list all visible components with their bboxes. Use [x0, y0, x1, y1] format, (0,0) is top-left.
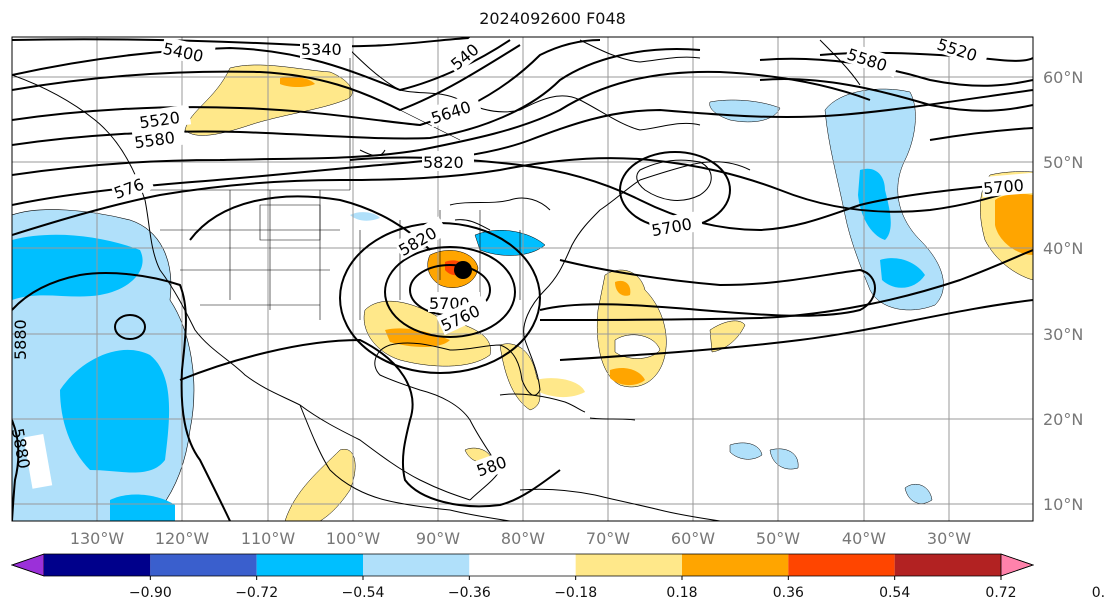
contour-label: 5340 — [301, 40, 342, 59]
contour-5880-gulf — [179, 338, 561, 508]
contour-5340 — [12, 37, 471, 48]
contour-5700 — [12, 89, 1033, 206]
mexico-coast — [299, 404, 451, 511]
lat-label: 30°N — [1043, 325, 1083, 344]
lon-label: 50°W — [756, 529, 800, 548]
colorbar-tick-label: −0.72 — [235, 585, 278, 601]
lon-label: 40°W — [842, 529, 886, 548]
lat-label: 40°N — [1043, 239, 1083, 258]
contour-5640 — [12, 70, 871, 176]
contour-5820-south — [189, 195, 431, 251]
lon-label: 110°W — [241, 529, 296, 548]
contour-atlantic-ridge — [539, 259, 876, 317]
lon-label: 100°W — [326, 529, 381, 548]
contour-label-group: 5400 5340 540 5520 5580 5640 5580 5520 5… — [8, 37, 1033, 489]
storm-low-mid — [384, 246, 516, 338]
positive-anomaly-atlantic — [596, 269, 667, 388]
map-frame — [11, 36, 1034, 522]
lon-label: 130°W — [70, 529, 125, 548]
lon-label: 60°W — [671, 529, 715, 548]
colorbar-ticks: −0.90 −0.72 −0.54 −0.36 −0.18 0.18 0.36 0.54 0.7… — [129, 576, 1105, 601]
small-closed-contour — [114, 314, 146, 340]
longitude-labels: 130°W 120°W 110°W 100°W 90°W 80°W 70°W 6… — [70, 529, 971, 548]
negative-anomaly-west-core — [12, 234, 143, 300]
colorbar-tick-label: −0.54 — [342, 585, 385, 601]
contour-label: 5880 — [11, 319, 30, 360]
lon-label: 80°W — [501, 529, 545, 548]
lon-label: 120°W — [155, 529, 210, 548]
lon-label: 30°W — [927, 529, 971, 548]
contour-5580-east — [759, 57, 1033, 87]
lat-label: 60°N — [1043, 68, 1083, 87]
west-coast — [12, 74, 471, 501]
contour-5520 — [12, 39, 601, 127]
contour-label: 5880 — [8, 427, 34, 470]
storm-center-marker — [454, 261, 472, 279]
lat-label: 10°N — [1043, 495, 1083, 514]
lat-label: 50°N — [1043, 153, 1083, 172]
contour-label: 5700 — [982, 176, 1024, 198]
latitude-labels: 60°N 50°N 40°N 30°N 20°N 10°N — [1043, 68, 1083, 514]
lon-label: 90°W — [416, 529, 460, 548]
contour-label: 5820 — [423, 153, 464, 172]
contour-atlantic-south — [539, 249, 1033, 321]
contour-5460 — [12, 44, 521, 112]
colorbar-tick-label: −0.36 — [448, 585, 491, 601]
contour-5760 — [12, 157, 1033, 236]
colorbar-tick-label: 0.36 — [773, 585, 804, 601]
central-america — [449, 509, 511, 521]
contour-atlantic-far — [559, 299, 1033, 361]
state-borders — [150, 40, 521, 320]
colorbar-tick-label: 0.18 — [666, 585, 697, 601]
lon-label: 70°W — [586, 529, 630, 548]
newfoundland — [636, 159, 712, 201]
gulf-coast — [374, 339, 541, 501]
colorbar-tick-label: 0.90 — [1092, 585, 1105, 601]
cuba — [499, 393, 586, 413]
graticule — [12, 37, 1033, 521]
negative-anomaly-mexico-core — [60, 349, 170, 473]
contour-5880-west — [12, 272, 231, 521]
colorbar-tick-label: 0.72 — [985, 585, 1016, 601]
map-title: 2024092600 F048 — [479, 9, 626, 28]
colorbar-tick-label: 0.54 — [879, 585, 910, 601]
lat-label: 20°N — [1043, 410, 1083, 429]
colorbar-tick-label: −0.18 — [554, 585, 597, 601]
weather-map: 5400 5340 540 5520 5580 5640 5580 5520 5… — [8, 36, 1083, 548]
south-america — [519, 488, 721, 521]
colorbar-tick-label: −0.90 — [129, 585, 172, 601]
